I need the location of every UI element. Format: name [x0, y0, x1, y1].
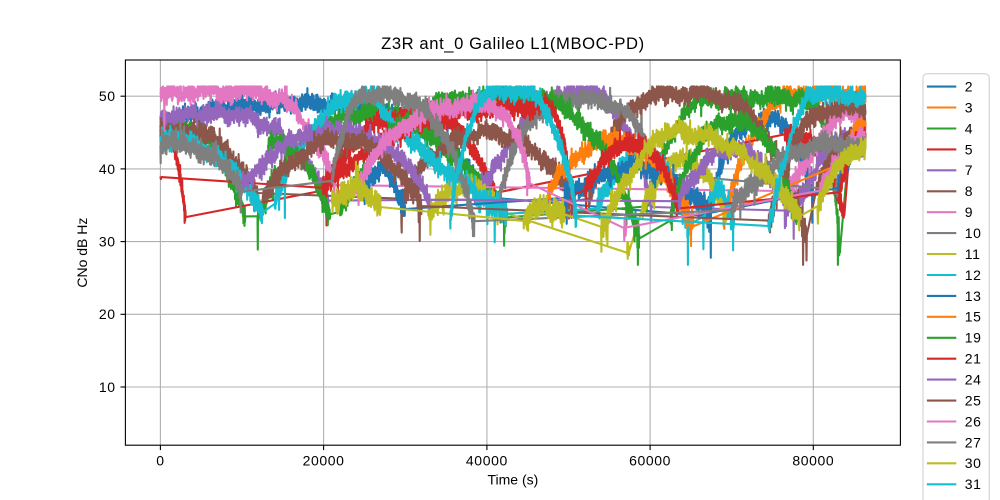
- svg-text:80000: 80000: [792, 452, 834, 468]
- svg-text:4: 4: [965, 120, 973, 136]
- svg-text:21: 21: [965, 351, 982, 367]
- svg-text:12: 12: [965, 267, 982, 283]
- svg-text:30: 30: [99, 234, 116, 250]
- svg-text:25: 25: [965, 393, 982, 409]
- svg-text:2: 2: [965, 79, 973, 95]
- svg-text:40: 40: [99, 161, 116, 177]
- svg-text:Time (s): Time (s): [487, 472, 538, 488]
- svg-text:13: 13: [965, 288, 982, 304]
- svg-text:3: 3: [965, 99, 973, 115]
- svg-text:11: 11: [965, 246, 981, 262]
- svg-text:7: 7: [965, 162, 973, 178]
- svg-text:40000: 40000: [466, 452, 508, 468]
- svg-text:15: 15: [965, 309, 982, 325]
- svg-text:10: 10: [99, 379, 116, 395]
- svg-text:8: 8: [965, 183, 973, 199]
- svg-text:20000: 20000: [303, 452, 345, 468]
- svg-text:5: 5: [965, 141, 973, 157]
- svg-text:19: 19: [965, 330, 982, 346]
- svg-text:CNo dB Hz: CNo dB Hz: [74, 218, 90, 288]
- svg-text:10: 10: [965, 225, 982, 241]
- svg-text:26: 26: [965, 413, 982, 429]
- svg-text:9: 9: [965, 204, 973, 220]
- svg-text:0: 0: [156, 452, 164, 468]
- svg-text:30: 30: [965, 455, 982, 471]
- svg-text:20: 20: [99, 306, 116, 322]
- svg-text:Z3R ant_0 Galileo L1(MBOC-PD): Z3R ant_0 Galileo L1(MBOC-PD): [381, 34, 645, 53]
- svg-text:50: 50: [99, 88, 116, 104]
- svg-text:27: 27: [965, 434, 982, 450]
- svg-text:31: 31: [965, 476, 982, 492]
- svg-text:60000: 60000: [629, 452, 671, 468]
- svg-text:24: 24: [965, 372, 982, 388]
- svg-text:33: 33: [965, 497, 982, 500]
